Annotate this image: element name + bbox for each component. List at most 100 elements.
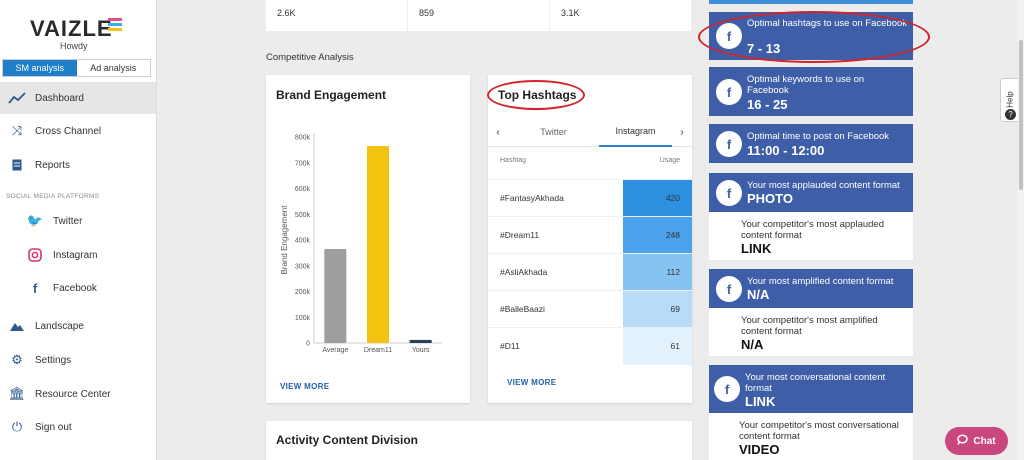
nav-resource-center-label: Resource Center xyxy=(35,388,111,400)
nav-sign-out[interactable]: ⏻ Sign out xyxy=(0,411,156,443)
insight-label: Optimal time to post on Facebook xyxy=(747,131,890,142)
facebook-icon: f xyxy=(714,376,740,402)
question-icon: ? xyxy=(1005,109,1016,120)
y-tick-label: 600k xyxy=(295,186,311,193)
competitive-analysis-heading: Competitive Analysis xyxy=(266,52,354,63)
instagram-icon xyxy=(25,247,45,263)
facebook-icon: f xyxy=(716,23,742,49)
usage-column-header: Usage xyxy=(659,157,680,164)
top-hashtags-view-more[interactable]: VIEW MORE xyxy=(507,378,557,387)
applauded-competitor-card: Your competitor's most applauded content… xyxy=(709,212,913,260)
nav-twitter-label: Twitter xyxy=(53,215,83,227)
activity-content-card: Activity Content Division xyxy=(266,421,692,460)
insight-value: 16 - 25 xyxy=(747,97,788,112)
nav-twitter[interactable]: 🐦 Twitter xyxy=(0,205,156,237)
amplified-competitor-card: Your competitor's most amplified content… xyxy=(709,308,913,356)
chevron-right-icon[interactable]: › xyxy=(680,126,684,138)
bar-yours xyxy=(409,339,432,343)
chat-bubble-icon xyxy=(957,434,969,448)
hashtag-name: #FantasyAkhada xyxy=(500,193,564,203)
y-tick-label: 200k xyxy=(295,289,311,296)
facebook-icon: f xyxy=(32,280,38,296)
insight-value: LINK xyxy=(745,394,776,409)
hashtag-name: #AsliAkhada xyxy=(500,267,548,277)
chat-label: Chat xyxy=(973,435,996,447)
amplified-insight-tile: f Your most amplified content format N/A xyxy=(709,269,913,308)
insight-value: PHOTO xyxy=(747,191,793,206)
reports-icon xyxy=(7,157,27,173)
nav-cross-channel-label: Cross Channel xyxy=(35,125,102,137)
keywords-insight-tile: f Optimal keywords to use on Facebook 16… xyxy=(709,67,913,116)
hashtag-row: #FantasyAkhada 420 xyxy=(488,179,692,217)
competitor-value: N/A xyxy=(741,337,764,352)
analysis-mode-toggle: SM analysis Ad analysis xyxy=(2,59,151,77)
brand-engagement-chart: 0 100k 200k 300k 400k 500k 600k 700k 800k Brand E… xyxy=(280,133,442,354)
hashtag-row: #AsliAkhada 112 xyxy=(488,253,692,291)
facebook-icon: f xyxy=(716,180,742,206)
insight-label: Your most applauded content format xyxy=(747,180,900,191)
bar-average xyxy=(324,249,347,343)
stat-value: 2.6K xyxy=(266,0,408,31)
tab-twitter[interactable]: Twitter xyxy=(540,127,567,137)
y-tick-label: 100k xyxy=(295,315,311,322)
chat-button[interactable]: Chat xyxy=(945,427,1008,455)
insight-label: Your most amplified content format xyxy=(747,276,894,287)
hashtag-name: #BalleBaazi xyxy=(500,304,545,314)
top-edge-tile xyxy=(709,0,913,4)
platform-tabs: ‹ Twitter Instagram › xyxy=(488,117,692,147)
facebook-icon: f xyxy=(716,276,742,302)
nav-landscape[interactable]: Landscape xyxy=(0,310,156,342)
hashtag-usage: 420 xyxy=(665,193,680,203)
y-axis-label: Brand Engagement xyxy=(280,205,289,275)
nav-settings[interactable]: ⚙ Settings xyxy=(0,344,156,376)
y-tick-label: 800k xyxy=(295,135,311,142)
ad-analysis-tab[interactable]: Ad analysis xyxy=(76,60,150,76)
scrollbar[interactable] xyxy=(1018,0,1024,460)
chevron-left-icon[interactable]: ‹ xyxy=(496,126,500,138)
hashtag-usage: 248 xyxy=(665,230,680,240)
help-tab[interactable]: Help ? xyxy=(1000,78,1020,122)
hashtag-row: #BalleBaazi 69 xyxy=(488,290,692,328)
nav-instagram-label: Instagram xyxy=(53,249,98,261)
top-hashtags-card: Top Hashtags ‹ Twitter Instagram › Hasht… xyxy=(488,75,692,403)
twitter-icon: 🐦 xyxy=(26,213,44,228)
nav-sign-out-label: Sign out xyxy=(35,421,72,433)
insight-label: Your most conversational content format xyxy=(745,372,886,394)
greeting: Howdy xyxy=(60,41,88,51)
hashtag-usage: 112 xyxy=(666,267,680,277)
nav-dashboard[interactable]: Dashboard xyxy=(0,82,156,114)
scrollbar-thumb[interactable] xyxy=(1019,40,1023,190)
nav-cross-channel[interactable]: ⤨ Cross Channel xyxy=(0,115,156,147)
nav-settings-label: Settings xyxy=(35,354,72,366)
insight-value: N/A xyxy=(747,287,770,302)
nav-dashboard-label: Dashboard xyxy=(35,92,84,104)
nav-facebook[interactable]: f Facebook xyxy=(0,272,156,304)
vaizle-logo[interactable]: VAIZLE xyxy=(30,16,113,41)
x-tick-label: Dream11 xyxy=(364,347,392,354)
applauded-insight-tile: f Your most applauded content format PHO… xyxy=(709,173,913,212)
hashtag-column-header: Hashtag xyxy=(500,157,527,164)
gear-icon: ⚙ xyxy=(11,352,23,367)
nav-reports[interactable]: Reports xyxy=(0,149,156,181)
dashboard-icon xyxy=(7,90,27,106)
stat-value: 3.1K xyxy=(550,0,692,31)
competitor-label: Your competitor's most conversational co… xyxy=(739,420,899,442)
hashtags-insight-tile: f Optimal hashtags to use on Facebook 7 … xyxy=(709,12,913,60)
facebook-icon: f xyxy=(716,131,742,157)
nav-reports-label: Reports xyxy=(35,159,71,171)
hashtag-name: #D11 xyxy=(500,341,520,351)
usage-bar xyxy=(623,291,692,328)
brand-engagement-view-more[interactable]: VIEW MORE xyxy=(280,382,330,391)
nav-facebook-label: Facebook xyxy=(53,282,97,294)
nav-resource-center[interactable]: 🏛 Resource Center xyxy=(0,378,156,410)
stat-value: 859 xyxy=(408,0,550,31)
insight-label: Optimal keywords to use on Facebook xyxy=(747,74,865,96)
sm-analysis-tab[interactable]: SM analysis xyxy=(3,60,77,76)
sidebar: VAIZLE Howdy SM analysis Ad analysis Das… xyxy=(0,0,157,460)
insight-label: Optimal hashtags to use on Facebook xyxy=(747,18,908,29)
tab-instagram[interactable]: Instagram xyxy=(599,117,672,147)
y-tick-label: 400k xyxy=(295,238,311,245)
nav-instagram[interactable]: Instagram xyxy=(0,239,156,271)
usage-bar xyxy=(623,217,692,254)
y-tick-label: 0 xyxy=(306,341,310,348)
